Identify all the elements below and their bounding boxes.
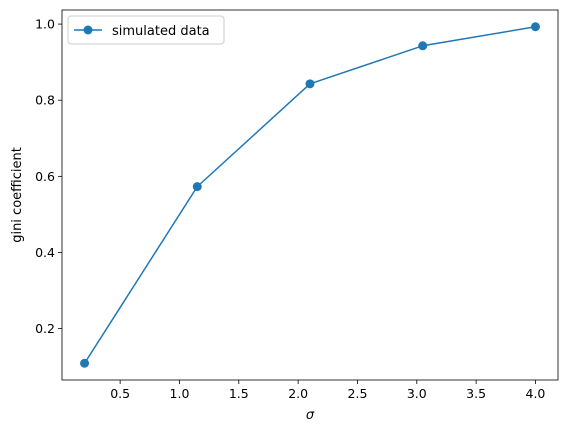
legend-entry-label: simulated data	[112, 24, 210, 39]
x-tick-label: 4.0	[526, 386, 546, 401]
data-point	[530, 22, 540, 32]
legend: simulated data	[67, 15, 225, 45]
x-tick-label: 2.5	[348, 386, 368, 401]
y-axis-ticks: 0.2 0.4 0.6 0.8 1.0	[35, 17, 62, 336]
x-tick-label: 0.5	[110, 386, 130, 401]
y-tick-label: 0.4	[35, 245, 55, 260]
data-point	[192, 182, 202, 192]
x-tick-label: 3.0	[407, 386, 427, 401]
x-tick-label: 3.5	[466, 386, 486, 401]
data-point	[80, 358, 90, 368]
data-point	[418, 41, 428, 51]
plot-frame	[61, 9, 559, 381]
y-axis-label: gini coefficient	[10, 147, 25, 243]
x-tick-label: 1.0	[170, 386, 190, 401]
x-tick-label: 1.5	[229, 386, 249, 401]
plot-area	[62, 10, 558, 380]
legend-marker-swatch	[83, 25, 93, 35]
y-tick-label: 0.2	[35, 321, 55, 336]
legend-frame	[67, 15, 225, 45]
y-tick-label: 1.0	[35, 17, 55, 32]
x-axis-label: σ	[306, 408, 315, 423]
y-tick-label: 0.6	[35, 169, 55, 184]
series-layer	[80, 22, 540, 368]
y-tick-label: 0.8	[35, 93, 55, 108]
x-tick-label: 2.0	[288, 386, 308, 401]
data-point	[305, 79, 315, 89]
x-axis-ticks: 0.5 1.0 1.5 2.0 2.5 3.0 3.5 4.0	[110, 380, 545, 401]
